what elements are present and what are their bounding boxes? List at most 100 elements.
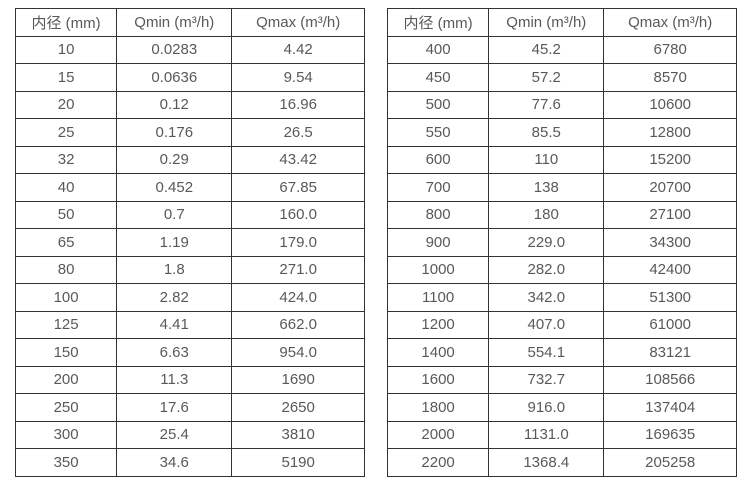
- table-cell: 4.41: [116, 310, 233, 339]
- table-cell: 407.0: [488, 310, 605, 339]
- table-cell: 554.1: [488, 338, 605, 367]
- table-cell: 34300: [603, 228, 737, 257]
- table-cell: 954.0: [231, 338, 365, 367]
- table-cell: 600: [386, 145, 490, 174]
- table-cell: 2200: [386, 448, 490, 477]
- table-cell: 25: [14, 118, 118, 147]
- column-header: Qmax (m³/h): [231, 8, 365, 37]
- table-cell: 1.19: [116, 228, 233, 257]
- table-cell: 15: [14, 63, 118, 92]
- table-cell: 5190: [231, 448, 365, 477]
- table-cell: 1800: [386, 393, 490, 422]
- table-cell: 43.42: [231, 145, 365, 174]
- table-cell: 4.42: [231, 35, 365, 64]
- table-cell: 424.0: [231, 283, 365, 312]
- table-cell: 10: [14, 35, 118, 64]
- column-header: 内径 (mm): [14, 8, 118, 37]
- table-row: 1600 732.7 108566: [386, 365, 737, 394]
- table-row: 500 77.6 10600: [386, 90, 737, 119]
- table-cell: 1600: [386, 365, 490, 394]
- table-cell: 42400: [603, 255, 737, 284]
- table-row: 800 180 27100: [386, 200, 737, 229]
- table-cell: 34.6: [116, 448, 233, 477]
- table-row: 150 6.63 954.0: [14, 338, 365, 367]
- table-cell: 700: [386, 173, 490, 202]
- table-cell: 9.54: [231, 63, 365, 92]
- table-cell: 916.0: [488, 393, 605, 422]
- table-cell: 150: [14, 338, 118, 367]
- table-cell: 160.0: [231, 200, 365, 229]
- table-row: 2200 1368.4 205258: [386, 448, 737, 477]
- table-cell: 100: [14, 283, 118, 312]
- table-row: 400 45.2 6780: [386, 35, 737, 64]
- table-cell: 6.63: [116, 338, 233, 367]
- table-cell: 108566: [603, 365, 737, 394]
- table-cell: 125: [14, 310, 118, 339]
- table-cell: 229.0: [488, 228, 605, 257]
- table-cell: 8570: [603, 63, 737, 92]
- table-cell: 27100: [603, 200, 737, 229]
- table-row: 25 0.176 26.5: [14, 118, 365, 147]
- table-cell: 26.5: [231, 118, 365, 147]
- table-row: 300 25.4 3810: [14, 420, 365, 449]
- table-cell: 0.0636: [116, 63, 233, 92]
- table-cell: 2650: [231, 393, 365, 422]
- table-row: 10 0.0283 4.42: [14, 35, 365, 64]
- table-row: 1100 342.0 51300: [386, 283, 737, 312]
- table-cell: 138: [488, 173, 605, 202]
- table-cell: 350: [14, 448, 118, 477]
- table-cell: 32: [14, 145, 118, 174]
- table-cell: 61000: [603, 310, 737, 339]
- table-row: 125 4.41 662.0: [14, 310, 365, 339]
- table-row: 700 138 20700: [386, 173, 737, 202]
- table-row: 1000 282.0 42400: [386, 255, 737, 284]
- table-cell: 0.29: [116, 145, 233, 174]
- table-cell: 25.4: [116, 420, 233, 449]
- table-cell: 85.5: [488, 118, 605, 147]
- table-cell: 1200: [386, 310, 490, 339]
- column-header: Qmin (m³/h): [488, 8, 605, 37]
- table-row: 32 0.29 43.42: [14, 145, 365, 174]
- table-cell: 17.6: [116, 393, 233, 422]
- table-cell: 16.96: [231, 90, 365, 119]
- table-cell: 1131.0: [488, 420, 605, 449]
- table-cell: 15200: [603, 145, 737, 174]
- table-cell: 1368.4: [488, 448, 605, 477]
- table-cell: 900: [386, 228, 490, 257]
- table-cell: 179.0: [231, 228, 365, 257]
- table-cell: 0.0283: [116, 35, 233, 64]
- table-cell: 40: [14, 173, 118, 202]
- table-row: 100 2.82 424.0: [14, 283, 365, 312]
- table-cell: 271.0: [231, 255, 365, 284]
- column-header: Qmax (m³/h): [603, 8, 737, 37]
- table-row: 50 0.7 160.0: [14, 200, 365, 229]
- table-row: 2000 1131.0 169635: [386, 420, 737, 449]
- flow-spec-table-right: 内径 (mm) Qmin (m³/h) Qmax (m³/h) 400 45.2 6780…: [386, 8, 737, 477]
- table-cell: 0.7: [116, 200, 233, 229]
- column-header: Qmin (m³/h): [116, 8, 233, 37]
- table-cell: 45.2: [488, 35, 605, 64]
- table-row: 200 11.3 1690: [14, 365, 365, 394]
- table-row: 1200 407.0 61000: [386, 310, 737, 339]
- table-cell: 180: [488, 200, 605, 229]
- table-cell: 2000: [386, 420, 490, 449]
- header-row: 内径 (mm) Qmin (m³/h) Qmax (m³/h): [386, 8, 737, 37]
- table-cell: 10600: [603, 90, 737, 119]
- table-row: 450 57.2 8570: [386, 63, 737, 92]
- table-row: 20 0.12 16.96: [14, 90, 365, 119]
- table-row: 250 17.6 2650: [14, 393, 365, 422]
- table-row: 80 1.8 271.0: [14, 255, 365, 284]
- table-row: 550 85.5 12800: [386, 118, 737, 147]
- table-cell: 400: [386, 35, 490, 64]
- table-row: 1800 916.0 137404: [386, 393, 737, 422]
- table-cell: 67.85: [231, 173, 365, 202]
- table-cell: 200: [14, 365, 118, 394]
- table-cell: 137404: [603, 393, 737, 422]
- table-cell: 110: [488, 145, 605, 174]
- table-cell: 169635: [603, 420, 737, 449]
- table-row: 600 110 15200: [386, 145, 737, 174]
- table-cell: 65: [14, 228, 118, 257]
- table-cell: 205258: [603, 448, 737, 477]
- table-cell: 3810: [231, 420, 365, 449]
- table-cell: 20700: [603, 173, 737, 202]
